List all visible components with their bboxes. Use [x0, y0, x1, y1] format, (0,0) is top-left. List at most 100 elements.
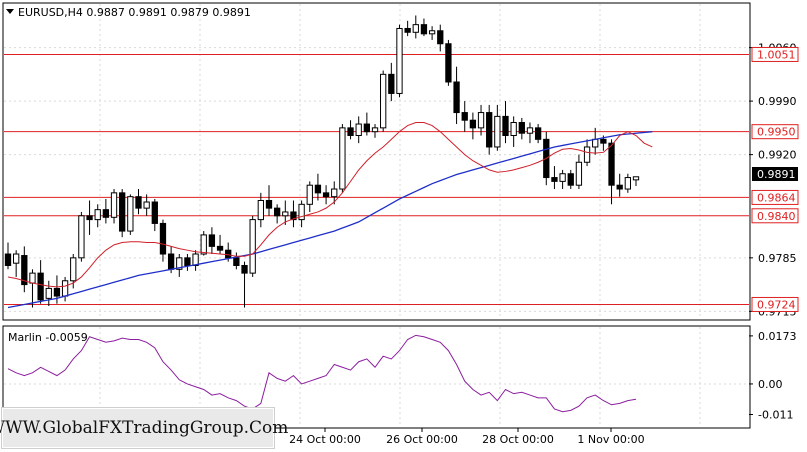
- candle: [37, 260, 44, 304]
- level-tag-box: [751, 208, 799, 224]
- candle: [445, 39, 452, 86]
- candle: [282, 200, 289, 225]
- candle: [216, 234, 224, 255]
- candle: [559, 169, 566, 190]
- candle: [78, 211, 85, 262]
- candle: [200, 231, 207, 256]
- candle: [86, 200, 93, 235]
- candle: [331, 181, 338, 205]
- main-plot-frame: [2, 2, 751, 321]
- marlin-oscillator-line: [7, 334, 637, 413]
- candle: [526, 122, 534, 144]
- candle: [388, 62, 395, 102]
- level-tag-label: 0.9724: [757, 298, 796, 311]
- y-tick-label: 0.00: [758, 378, 783, 391]
- candle: [339, 124, 346, 193]
- y-tick-label: 0.9785: [758, 252, 797, 265]
- candle: [159, 219, 167, 262]
- level-tag-box: [751, 124, 799, 140]
- y-tick-label: 0.9920: [758, 149, 797, 162]
- candle: [314, 173, 322, 201]
- level-price-tags: 1.0051 0.9950 0.9864 0.9840 0.9724: [751, 46, 799, 312]
- candle: [241, 261, 248, 308]
- candle: [347, 120, 354, 140]
- indicator-label: Marlin -0.0059: [8, 331, 88, 344]
- candle: [257, 192, 264, 228]
- candle: [502, 101, 509, 144]
- candle: [290, 200, 297, 228]
- candle: [380, 70, 387, 132]
- candle: [176, 254, 183, 277]
- level-tag-box: [751, 46, 799, 62]
- candle: [486, 104, 493, 155]
- candle: [233, 252, 240, 270]
- candle: [249, 215, 256, 277]
- symbol-info: EURUSD,H4 0.9887 0.9891 0.9879 0.9891: [18, 6, 251, 19]
- candle: [616, 173, 623, 197]
- symbol-header: EURUSD,H4 0.9887 0.9891 0.9879 0.9891: [6, 6, 251, 19]
- level-tag-label: 1.0051: [757, 48, 796, 61]
- level-tag-label: 0.9950: [757, 126, 796, 139]
- candle: [494, 104, 501, 151]
- candle: [363, 112, 371, 136]
- y-tick-label: -0.011: [758, 409, 793, 422]
- candle: [135, 189, 142, 215]
- candle: [396, 24, 403, 98]
- candle: [273, 204, 281, 224]
- indicator-y-axis: 0.0173 0.00 -0.011: [749, 330, 797, 422]
- candle: [632, 176, 640, 186]
- current-price-tag: 0.9891: [752, 167, 798, 181]
- candle: [265, 185, 273, 216]
- time-axis: 24 Oct 00:00 26 Oct 00:00 28 Oct 00:00 1 No…: [289, 428, 645, 446]
- candle: [119, 189, 126, 238]
- candle: [4, 242, 12, 270]
- candle: [102, 198, 110, 224]
- candle: [110, 189, 118, 224]
- level-tag-label: 0.9840: [757, 210, 796, 223]
- x-tick-label: 28 Oct 00:00: [482, 433, 554, 446]
- candle: [184, 254, 191, 271]
- candle: [420, 18, 428, 37]
- y-tick-label: 0.0173: [758, 330, 797, 343]
- candle: [551, 166, 558, 190]
- level-tag-label: 0.9864: [757, 191, 796, 204]
- level-tag-box: [751, 189, 799, 205]
- candle: [428, 26, 436, 40]
- candle: [13, 250, 20, 277]
- main-grid: [4, 4, 749, 319]
- candle: [469, 112, 477, 140]
- candle: [192, 250, 199, 271]
- candle: [151, 198, 158, 232]
- current-price-label: 0.9891: [757, 168, 796, 181]
- candle: [608, 139, 615, 205]
- candle: [518, 117, 525, 140]
- candle: [21, 246, 28, 293]
- x-tick-label: 1 Nov 00:00: [577, 433, 644, 446]
- fast-ma-line: [7, 122, 653, 288]
- candle: [477, 104, 485, 136]
- slow-ma-line: [7, 131, 653, 309]
- level-tag-box: [751, 296, 799, 312]
- candle: [322, 185, 330, 205]
- x-tick-label: 26 Oct 00:00: [386, 433, 458, 446]
- watermark-banner: WWW.GlobalFXTradingGroup.Com: [0, 408, 288, 448]
- candle: [127, 194, 134, 235]
- candle: [624, 173, 631, 193]
- candle: [45, 280, 52, 307]
- candle: [534, 124, 542, 144]
- candles: [4, 15, 640, 308]
- candle: [453, 66, 460, 125]
- candle: [94, 204, 101, 228]
- x-tick-label: 24 Oct 00:00: [289, 433, 361, 446]
- candle: [510, 116, 517, 147]
- candle: [412, 15, 419, 39]
- candle: [461, 101, 468, 132]
- candle: [306, 181, 313, 212]
- candle: [208, 227, 216, 255]
- indicator-grid: [4, 327, 749, 427]
- y-tick-label: 0.9990: [758, 95, 797, 108]
- dropdown-triangle-icon[interactable]: [6, 9, 14, 14]
- candle: [575, 154, 583, 190]
- candle: [437, 24, 444, 52]
